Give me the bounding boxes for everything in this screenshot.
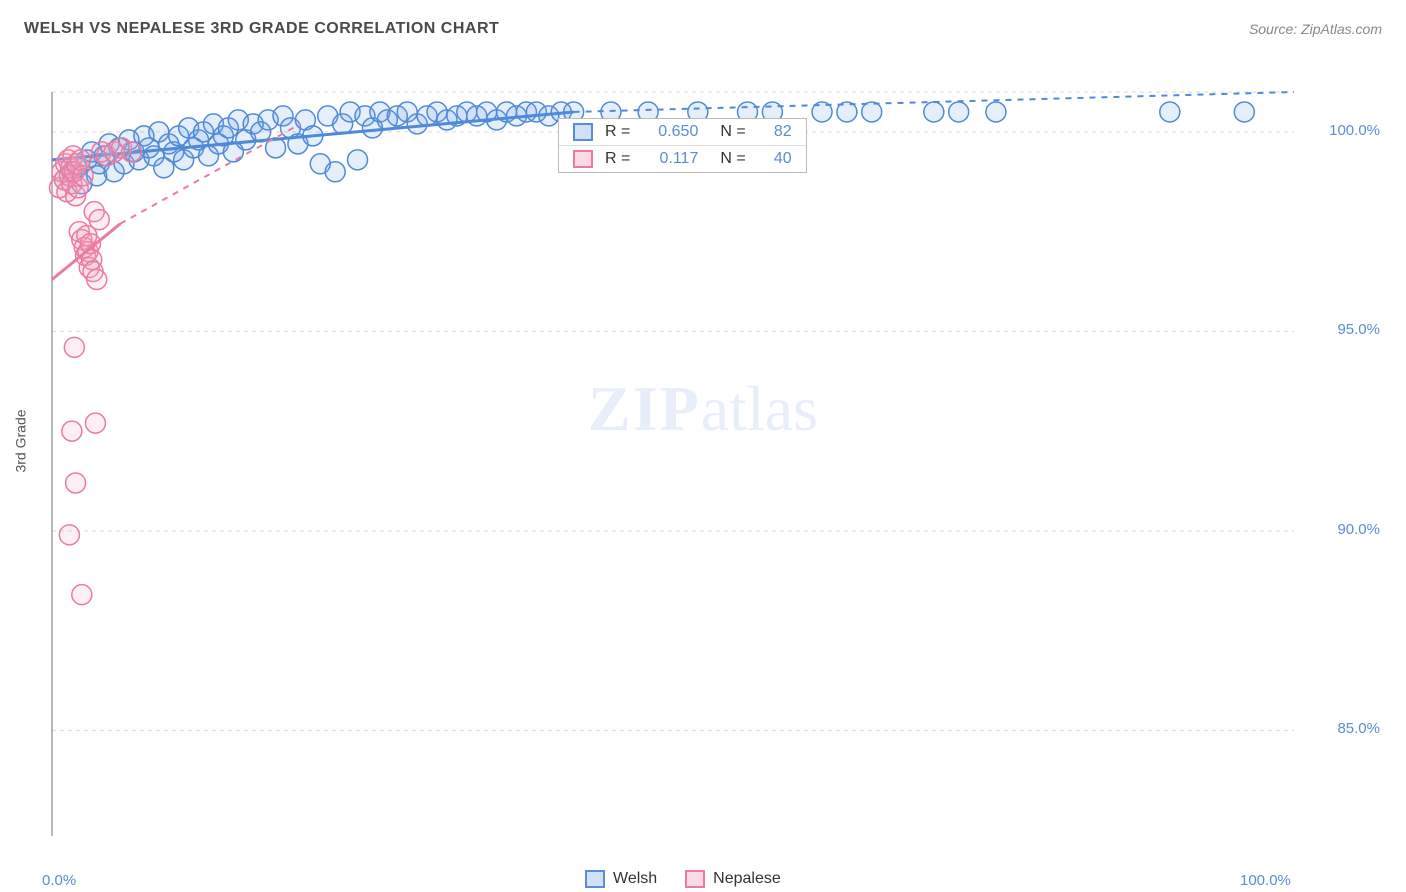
n-value: 40 bbox=[758, 150, 792, 168]
legend: Welsh Nepalese bbox=[585, 870, 781, 888]
n-label: N = bbox=[720, 150, 745, 168]
x-tick-label: 100.0% bbox=[1240, 872, 1291, 889]
chart-source: Source: ZipAtlas.com bbox=[1249, 21, 1382, 37]
r-value: 0.650 bbox=[642, 123, 698, 141]
x-tick-label: 0.0% bbox=[42, 872, 76, 889]
series-swatch bbox=[573, 150, 593, 168]
n-value: 82 bbox=[758, 123, 792, 141]
n-label: N = bbox=[720, 123, 745, 141]
legend-item: Welsh bbox=[585, 870, 657, 888]
r-value: 0.117 bbox=[642, 150, 698, 168]
stats-row: R = 0.650 N = 82 bbox=[559, 119, 806, 145]
chart-header: WELSH VS NEPALESE 3RD GRADE CORRELATION … bbox=[0, 0, 1406, 46]
y-tick-label: 95.0% bbox=[1310, 321, 1380, 338]
legend-label: Welsh bbox=[613, 870, 657, 888]
stats-row: R = 0.117 N = 40 bbox=[559, 145, 806, 172]
legend-swatch bbox=[585, 870, 605, 888]
r-label: R = bbox=[605, 123, 630, 141]
correlation-stats-box: R = 0.650 N = 82 R = 0.117 N = 40 bbox=[558, 118, 807, 173]
series-swatch bbox=[573, 123, 593, 141]
legend-swatch bbox=[685, 870, 705, 888]
r-label: R = bbox=[605, 150, 630, 168]
legend-item: Nepalese bbox=[685, 870, 781, 888]
y-tick-label: 90.0% bbox=[1310, 521, 1380, 538]
chart-container: 3rd Grade ZIPatlas R =0.650N =82R =0.117… bbox=[0, 46, 1406, 836]
chart-title: WELSH VS NEPALESE 3RD GRADE CORRELATION … bbox=[24, 20, 499, 38]
legend-label: Nepalese bbox=[713, 870, 781, 888]
y-tick-label: 100.0% bbox=[1310, 122, 1380, 139]
y-tick-label: 85.0% bbox=[1310, 720, 1380, 737]
